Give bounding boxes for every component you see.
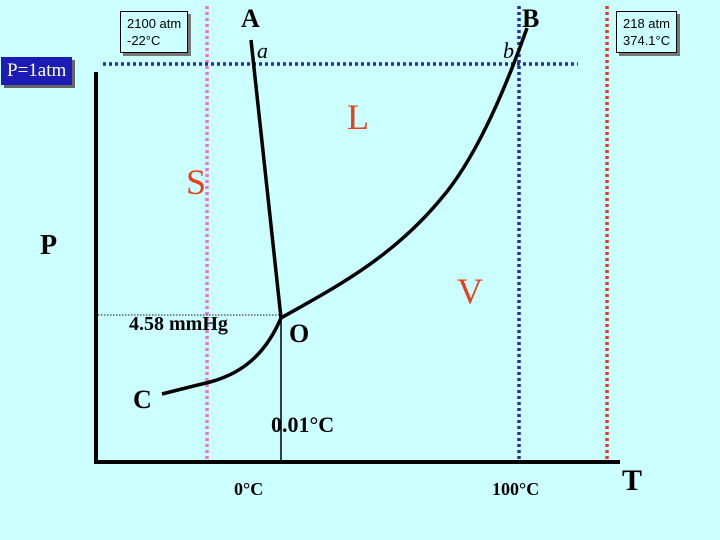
label-box-a: 2100 atm -22°C — [120, 11, 189, 53]
point-a-lower: a — [257, 38, 268, 63]
phase-solid-label: S — [186, 162, 207, 202]
phase-liquid-label: L — [347, 97, 369, 137]
triple-temp-label: 0.01°C — [271, 412, 335, 437]
liquid-vapor-curve — [280, 27, 529, 320]
one-atm-label: P=1atm — [1, 57, 73, 85]
point-b-upper: B — [522, 4, 540, 33]
point-a-upper: A — [241, 4, 260, 33]
triple-pressure-label: 4.58 mmHg — [129, 313, 228, 335]
box-a-pressure: 2100 atm — [127, 16, 182, 31]
phase-vapor-label: V — [457, 271, 483, 311]
point-o-label: O — [289, 319, 310, 348]
point-c-label: C — [133, 385, 152, 414]
tick-100c-label: 100°C — [492, 479, 540, 499]
t-axis-label: T — [622, 464, 643, 497]
point-b-lower: b — [503, 38, 514, 63]
p-axis-label: P — [40, 230, 58, 261]
solid-liquid-curve — [249, 39, 283, 319]
box-b-pressure: 218 atm — [623, 16, 670, 31]
label-box-b: 218 atm 374.1°C — [616, 11, 678, 53]
box-b-temperature: 374.1°C — [623, 33, 671, 48]
solid-vapor-curve — [161, 317, 283, 396]
box-a-temperature: -22°C — [127, 33, 161, 48]
tick-0c-label: 0°C — [234, 479, 264, 499]
